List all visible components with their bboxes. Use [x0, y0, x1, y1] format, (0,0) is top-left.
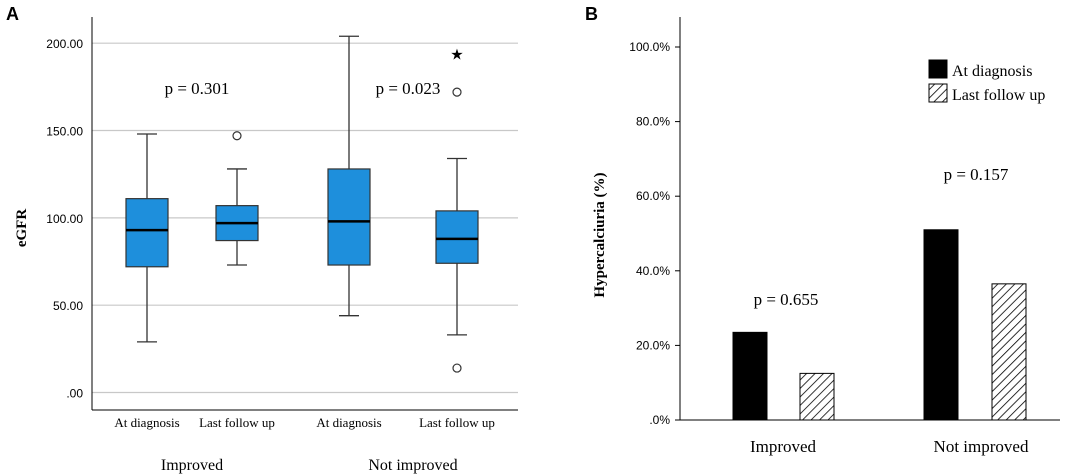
panel-b-y-tick-label: 40.0%: [636, 264, 670, 278]
box-extreme-point: ★: [450, 47, 463, 64]
panel-b-y-axis-label: Hypercalciuria (%): [592, 172, 608, 297]
panel-a-p-value: p = 0.023: [376, 79, 441, 98]
panel-a-category-label: Last follow up: [419, 415, 495, 430]
panel-a-group-label: Improved: [161, 457, 223, 474]
legend-swatch-at-diagnosis: [928, 59, 948, 79]
panel-a-boxplot: A .00 50.00 100.00 150.00 200.00 eGFR ★ At d…: [6, 4, 518, 474]
panel-b-p-value: p = 0.655: [754, 290, 819, 309]
box-iqr: [327, 168, 371, 266]
panel-b-category-label: Improved: [750, 437, 817, 456]
panel-b-y-tick-label: 100.0%: [629, 40, 670, 54]
panel-a-category-label: At diagnosis: [114, 415, 179, 430]
box-outlier-point: [452, 363, 462, 373]
panel-a-y-axis-label: eGFR: [14, 209, 30, 247]
panel-b-y-tick-label: .0%: [649, 413, 670, 427]
panel-b-barchart: B .0% 20.0% 40.0% 60.0% 80.0% 100.0% Hypercal…: [585, 4, 1060, 456]
bar-at-diagnosis: [732, 331, 768, 421]
legend-label: Last follow up: [952, 87, 1045, 104]
bar-at-diagnosis: [923, 229, 959, 421]
panel-a-category-label: At diagnosis: [316, 415, 381, 430]
panel-a-y-tick-label: 200.00: [46, 37, 83, 51]
panel-a-p-value: p = 0.301: [165, 79, 230, 98]
panel-b-p-value: p = 0.157: [944, 165, 1009, 184]
box-outlier-point: [232, 131, 242, 141]
box-iqr: [125, 198, 169, 268]
panel-b-y-tick-label: 80.0%: [636, 115, 670, 129]
panel-a-category-label: Last follow up: [199, 415, 275, 430]
box-iqr: [435, 210, 479, 264]
bar-last-follow-up: [799, 372, 835, 421]
bar-last-follow-up: [991, 283, 1027, 421]
panel-b-category-label: Not improved: [934, 437, 1029, 456]
panel-b-legend: At diagnosis Last follow up: [928, 59, 1045, 104]
panel-b-y-tick-label: 20.0%: [636, 338, 670, 352]
box-outlier-point: [452, 87, 462, 97]
panel-b-y-tick-label: 60.0%: [636, 189, 670, 203]
panel-a-y-tick-label: 50.00: [53, 299, 83, 313]
legend-swatch-last-follow-up: [928, 83, 948, 103]
legend-label: At diagnosis: [952, 63, 1032, 80]
panel-a-y-tick-label: 150.00: [46, 125, 83, 139]
panel-a-y-tick-label: .00: [66, 387, 83, 401]
panel-a-label: A: [6, 4, 19, 24]
panel-a-group-label: Not improved: [368, 457, 457, 474]
panel-b-label: B: [585, 4, 598, 24]
panel-a-y-tick-label: 100.00: [46, 212, 83, 226]
